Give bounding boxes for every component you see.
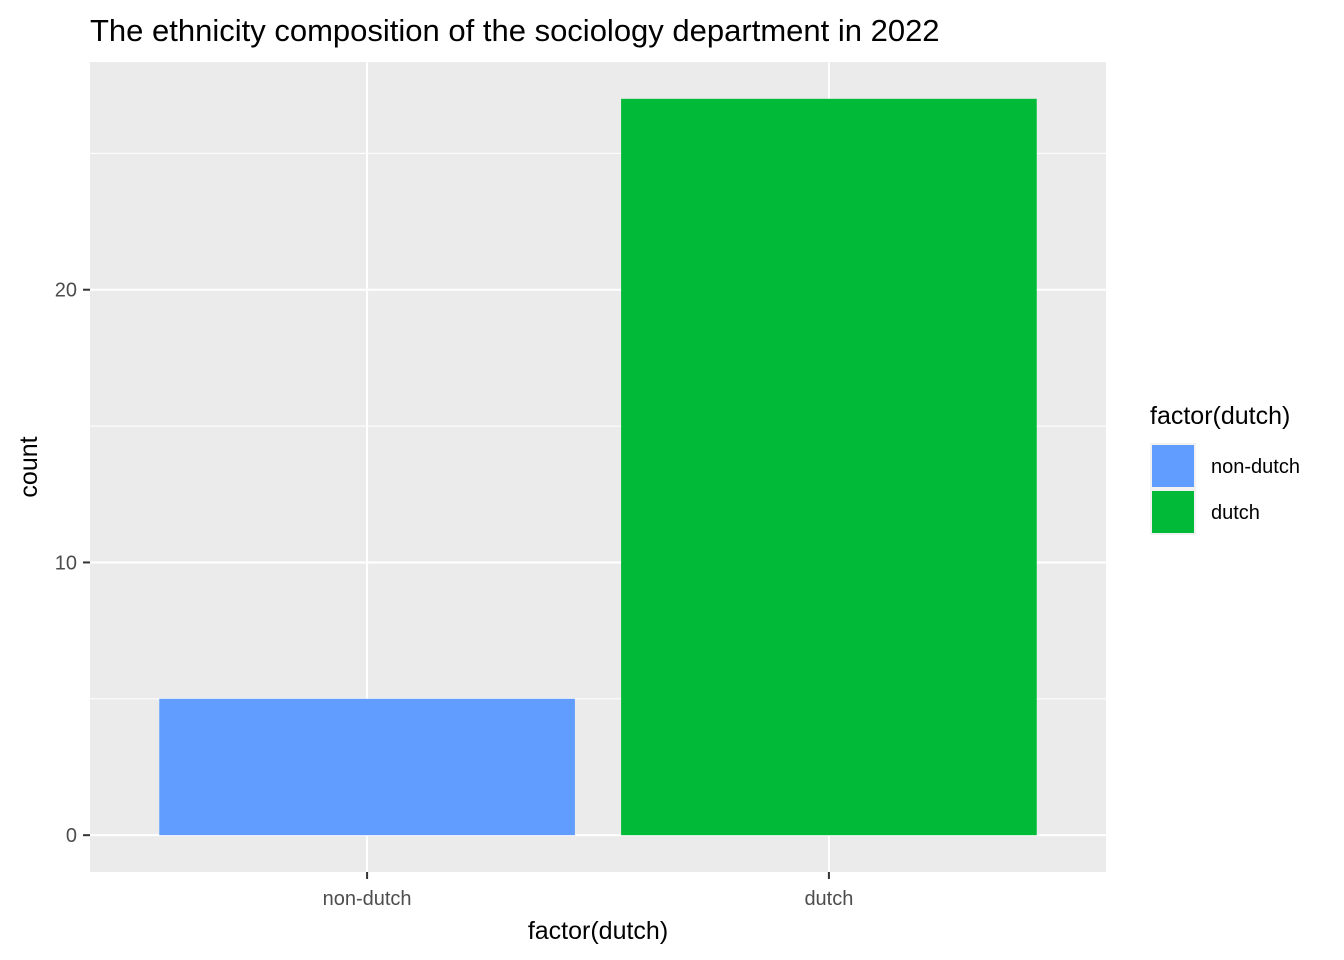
legend-label: dutch xyxy=(1211,502,1260,524)
bars xyxy=(159,98,1037,836)
y-tick-label: 0 xyxy=(66,825,77,847)
x-tick-label: dutch xyxy=(804,888,853,910)
legend-key-dutch xyxy=(1152,491,1194,533)
chart-title: The ethnicity composition of the sociolo… xyxy=(90,13,940,48)
legend: factor(dutch) non-dutch dutch xyxy=(1150,402,1300,535)
y-tick-label: 20 xyxy=(55,280,77,302)
bar-non-dutch xyxy=(159,698,575,836)
legend-title: factor(dutch) xyxy=(1150,402,1290,430)
bar-dutch xyxy=(621,98,1037,836)
x-axis: non-dutch dutch xyxy=(323,872,853,910)
y-axis-title: count xyxy=(15,436,43,497)
y-tick-label: 10 xyxy=(55,552,77,574)
x-tick-label: non-dutch xyxy=(323,888,412,910)
legend-key-non-dutch xyxy=(1152,445,1194,487)
x-axis-title: factor(dutch) xyxy=(528,917,668,945)
y-axis: 0 10 20 xyxy=(55,280,90,847)
legend-label: non-dutch xyxy=(1211,456,1300,478)
